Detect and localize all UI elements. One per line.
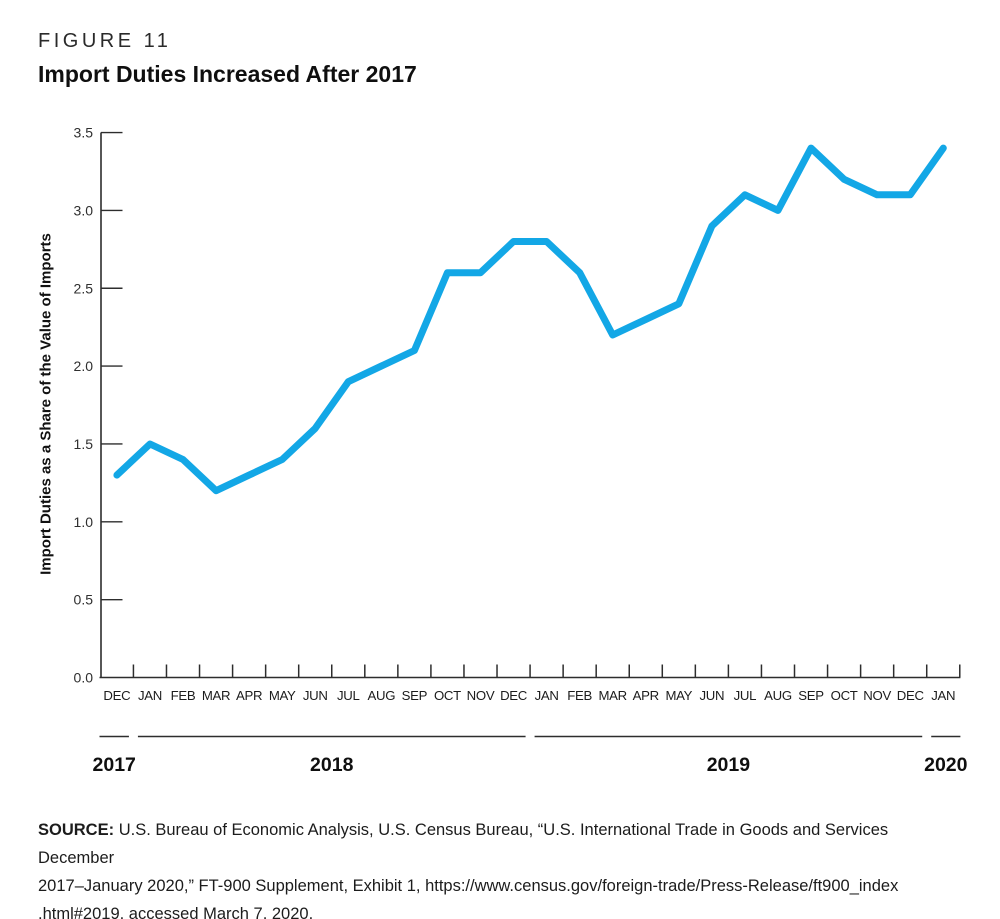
- source-line: SOURCE: U.S. Bureau of Economic Analysis…: [38, 816, 968, 872]
- y-tick-label: 2.0: [74, 358, 94, 374]
- y-tick-label: 0.5: [74, 592, 94, 608]
- month-label: JAN: [138, 688, 162, 703]
- data-line: [113, 144, 947, 495]
- month-label: DEC: [103, 688, 131, 703]
- month-label: JAN: [535, 688, 559, 703]
- y-tick-label: 2.5: [74, 280, 94, 296]
- source-label: SOURCE:: [38, 821, 115, 839]
- month-label: SEP: [798, 688, 824, 703]
- month-label: MAY: [665, 688, 692, 703]
- source-line-3: .html#2019, accessed March 7, 2020.: [38, 905, 314, 919]
- y-tick-label: 3.0: [74, 202, 94, 218]
- year-label: 2020: [924, 754, 968, 776]
- month-label: FEB: [567, 688, 592, 703]
- month-label: SEP: [402, 688, 428, 703]
- source-note: SOURCE: U.S. Bureau of Economic Analysis…: [38, 816, 968, 919]
- y-tick-label: 1.0: [74, 514, 94, 530]
- figure-title: Import Duties Increased After 2017: [38, 61, 417, 87]
- source-line-2: 2017–January 2020,” FT-900 Supplement, E…: [38, 877, 899, 895]
- month-label: NOV: [863, 688, 891, 703]
- year-label: 2018: [310, 754, 354, 776]
- month-label: JUN: [303, 688, 328, 703]
- month-label: JUL: [734, 688, 757, 703]
- month-label: JUN: [699, 688, 724, 703]
- month-label: MAY: [269, 688, 296, 703]
- y-tick-label: 0.0: [74, 670, 94, 686]
- month-label: APR: [236, 688, 262, 703]
- month-label: MAR: [599, 688, 627, 703]
- year-label: 2017: [93, 754, 136, 776]
- figure-number: FIGURE 11: [38, 30, 172, 52]
- line-chart: 0.0 0.5 1.0 1.5 2.0 2.5 3.0 3.5 DEC JAN FEB MAR APR M…: [74, 125, 968, 776]
- month-label: OCT: [831, 688, 858, 703]
- month-label: APR: [633, 688, 659, 703]
- year-label: 2019: [707, 754, 751, 776]
- month-label: NOV: [467, 688, 495, 703]
- month-label: JUL: [337, 688, 360, 703]
- y-tick-label: 3.5: [74, 125, 94, 141]
- month-label: AUG: [764, 688, 792, 703]
- month-label: FEB: [171, 688, 196, 703]
- month-label: DEC: [500, 688, 528, 703]
- source-line-1: U.S. Bureau of Economic Analysis, U.S. C…: [38, 821, 889, 867]
- month-label: DEC: [897, 688, 925, 703]
- month-label: MAR: [202, 688, 230, 703]
- month-label: AUG: [367, 688, 395, 703]
- y-tick-label: 1.5: [74, 436, 94, 452]
- month-label: OCT: [434, 688, 461, 703]
- month-label: JAN: [931, 688, 955, 703]
